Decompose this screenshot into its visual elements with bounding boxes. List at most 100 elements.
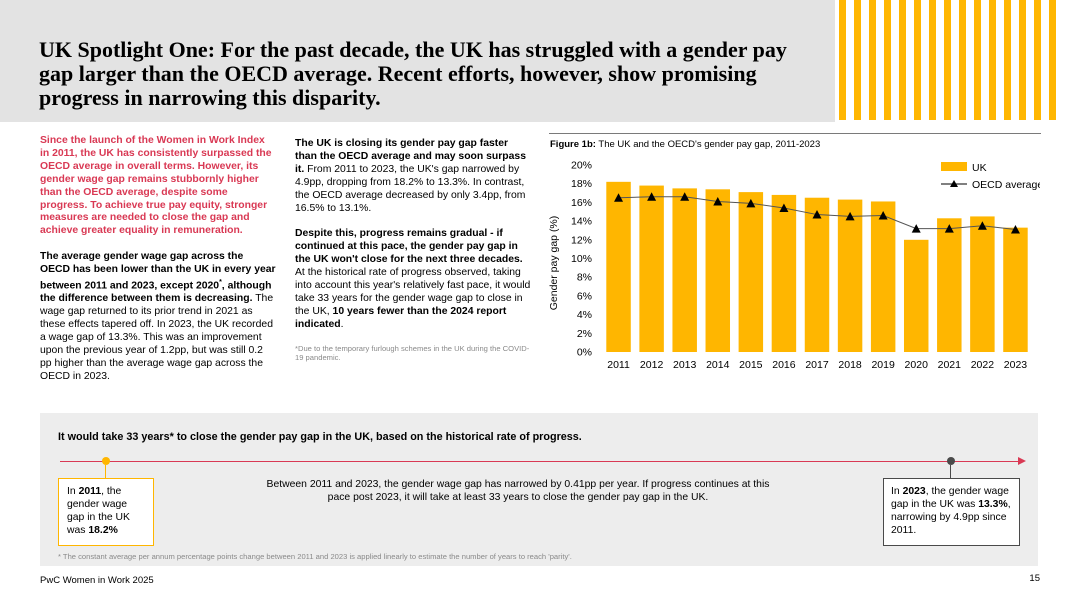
page-title: UK Spotlight One: For the past decade, t…	[39, 37, 787, 110]
x-tick-label: 2011	[607, 359, 630, 371]
timeline-arrowhead	[1018, 457, 1026, 465]
middle-p2-rest: At the historical rate of progress obser…	[295, 267, 531, 317]
y-tick-label: 4%	[577, 309, 592, 321]
uk-bar-2016	[771, 194, 797, 352]
middle-footnote: *Due to the temporary furlough schemes i…	[295, 343, 530, 363]
start-year: 2011	[78, 486, 102, 497]
timeline-line	[60, 461, 1024, 462]
end-rest: , narrowing by 4.9pp since 2011.	[891, 498, 1011, 536]
end-year: 2023	[902, 486, 926, 497]
timeline-start-stem	[105, 465, 106, 478]
x-tick-label: 2021	[938, 359, 962, 371]
x-tick-label: 2015	[739, 359, 763, 371]
uk-bar-2014	[705, 189, 731, 352]
middle-p1-bold: The UK is closing its gender pay gap fas…	[295, 138, 526, 175]
oecd-marker-2017	[812, 210, 822, 219]
legend-oecd-label: OECD average	[972, 179, 1040, 191]
y-tick-label: 12%	[571, 234, 592, 246]
start-value: 18.2%	[88, 524, 118, 536]
start-mid: , the gender wage gap in the UK was	[67, 486, 130, 536]
left-p2-sup: *	[219, 279, 222, 287]
page-number: 15	[1029, 573, 1040, 584]
x-tick-label: 2012	[640, 359, 664, 371]
figure-rule	[549, 133, 1041, 134]
y-tick-label: 8%	[577, 272, 592, 284]
end-year-box: In 2023, the gender wage gap in the UK w…	[883, 478, 1020, 546]
timeline-title: It would take 33 years* to close the gen…	[58, 431, 582, 443]
y-tick-label: 18%	[571, 178, 592, 190]
uk-bar-2022	[970, 216, 995, 352]
y-tick-label: 14%	[571, 216, 592, 228]
uk-bar-2019	[870, 201, 896, 352]
middle-first-paragraph: The UK is closing its gender pay gap fas…	[295, 138, 531, 215]
y-tick-label: 0%	[577, 347, 592, 359]
figure-caption-text: The UK and the OECD's gender pay gap, 20…	[595, 139, 821, 150]
x-tick-label: 2017	[805, 359, 829, 371]
oecd-marker-2023	[1010, 225, 1020, 234]
uk-bar-2012	[639, 185, 664, 352]
figure-caption-label: Figure 1b:	[550, 139, 596, 150]
end-mid: , the gender wage gap in the UK was	[891, 486, 1009, 510]
oecd-marker-2015	[746, 198, 756, 208]
left-p2-rest: The wage gap returned to its prior trend…	[40, 293, 274, 382]
middle-second-paragraph: Despite this, progress remains gradual -…	[295, 228, 531, 331]
uk-bar-2011	[606, 181, 631, 352]
x-tick-label: 2013	[673, 359, 697, 371]
end-value: 13.3%	[978, 498, 1008, 510]
gender-pay-gap-chart: 0% 2% 4% 6% 8% 10% 12% 14% 16% 18% 20% 2011 2012 201…	[548, 160, 1040, 372]
middle-column: The UK is closing its gender pay gap fas…	[295, 138, 531, 363]
y-tick-label: 10%	[571, 253, 592, 265]
middle-p1-rest: From 2011 to 2023, the UK's gap narrowed…	[295, 163, 526, 214]
uk-bar-2018	[837, 199, 863, 352]
timeline-end-dot	[947, 457, 955, 465]
oecd-marker-2014	[713, 196, 723, 206]
uk-bar-2013	[672, 188, 697, 352]
y-tick-label: 16%	[571, 197, 592, 209]
y-axis-label: Gender pay gap (%)	[548, 216, 560, 311]
x-tick-label: 2020	[905, 359, 929, 371]
uk-bar-2021	[937, 218, 962, 352]
oecd-marker-2022	[977, 221, 987, 230]
timeline-start-dot	[102, 457, 110, 465]
oecd-marker-2016	[779, 203, 789, 213]
x-tick-label: 2019	[871, 359, 895, 371]
y-tick-label: 2%	[577, 328, 592, 340]
oecd-marker-2012	[647, 192, 657, 201]
oecd-marker-2020	[911, 224, 921, 233]
middle-p2-end: .	[340, 318, 344, 330]
oecd-marker-2011	[614, 193, 624, 202]
legend-uk-label: UK	[972, 162, 987, 174]
x-tick-label: 2016	[772, 359, 796, 371]
middle-p2-bold: Despite this, progress remains gradual -…	[295, 228, 523, 266]
oecd-marker-2021	[944, 224, 954, 233]
uk-bar-2023	[1003, 227, 1028, 352]
oecd-marker-2018	[845, 211, 855, 221]
timeline-footnote: * The constant average per annum percent…	[58, 552, 572, 561]
start-pre: In	[67, 486, 79, 497]
x-tick-label: 2022	[971, 359, 995, 371]
footer-source: PwC Women in Work 2025	[40, 575, 154, 586]
start-year-box: In 2011, the gender wage gap in the UK w…	[58, 478, 154, 546]
left-second-paragraph: The average gender wage gap across the O…	[40, 251, 276, 384]
left-lead-paragraph: Since the launch of the Women in Work In…	[40, 135, 272, 237]
left-column: Since the launch of the Women in Work In…	[40, 135, 276, 384]
x-tick-label: 2014	[706, 359, 730, 371]
timeline-end-stem	[950, 465, 951, 478]
uk-bar-2020	[903, 239, 929, 352]
header-band	[0, 0, 835, 122]
oecd-marker-2013	[680, 192, 690, 201]
x-tick-label: 2023	[1004, 359, 1028, 371]
x-tick-label: 2018	[838, 359, 862, 371]
middle-p2-bold2: 10 years fewer than the 2024 report indi…	[295, 305, 507, 330]
legend-uk-swatch	[941, 162, 967, 171]
y-tick-label: 20%	[571, 160, 592, 172]
uk-bar-2015	[738, 192, 764, 352]
legend-oecd-marker	[950, 180, 958, 187]
timeline-band	[40, 413, 1038, 566]
decorative-stripes	[836, 0, 1080, 120]
timeline-middle-text: Between 2011 and 2023, the gender wage g…	[266, 479, 770, 503]
left-p2-bold: The average gender wage gap across the O…	[40, 251, 276, 292]
y-tick-label: 6%	[577, 290, 592, 302]
oecd-marker-2019	[878, 210, 888, 220]
left-p2-bold-end: , although the difference between them i…	[40, 280, 272, 305]
